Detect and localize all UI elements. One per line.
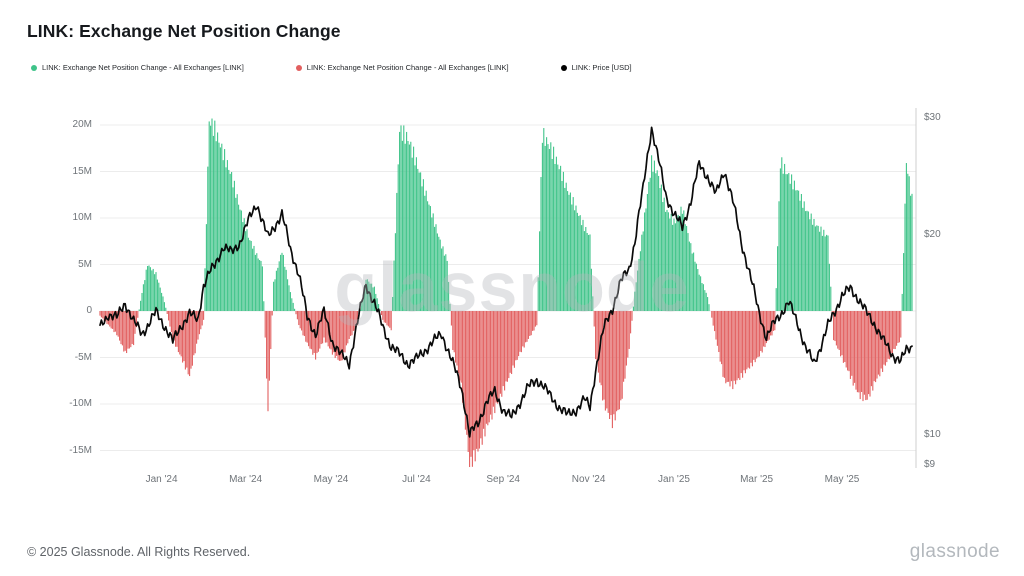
y-axis-left-tick: -15M xyxy=(69,444,92,456)
red-dot-icon xyxy=(295,64,302,71)
copyright-text: © 2025 Glassnode. All Rights Reserved. xyxy=(27,545,251,559)
y-axis-right-tick: $20 xyxy=(924,228,941,240)
x-axis-tick: May '24 xyxy=(313,474,349,485)
y-axis-right-tick: $9 xyxy=(924,459,936,470)
y-axis-left-tick: 20M xyxy=(72,119,92,130)
y-axis-left-tick: 0 xyxy=(86,305,92,316)
x-axis-tick: Mar '25 xyxy=(740,474,774,485)
y-axis-right-tick: $10 xyxy=(924,428,941,440)
x-axis-tick: Jan '25 xyxy=(658,474,690,485)
x-axis-tick: Mar '24 xyxy=(229,474,263,485)
y-axis-left-tick: -10M xyxy=(69,398,92,409)
y-axis-left-tick: 5M xyxy=(78,258,92,270)
legend: LINK: Exchange Net Position Change - All… xyxy=(31,63,632,72)
x-axis-tick: Sep '24 xyxy=(486,474,520,485)
x-axis-tick: Jan '24 xyxy=(145,474,178,485)
legend-label: LINK: Exchange Net Position Change - All… xyxy=(42,63,244,72)
y-axis-right-tick: $30 xyxy=(924,112,941,123)
y-axis-left-tick: -5M xyxy=(74,351,92,363)
green-dot-icon xyxy=(31,64,37,71)
black-dot-icon xyxy=(560,64,567,71)
x-axis-tick: May '25 xyxy=(824,474,860,485)
legend-item-net-position-negative[interactable]: LINK: Exchange Net Position Change - All… xyxy=(295,63,509,72)
glassnode-brand-logo: glassnode xyxy=(909,541,1000,562)
y-axis-left-tick: 10M xyxy=(72,212,92,223)
y-axis-left-tick: 15M xyxy=(72,165,92,177)
x-axis-tick: Jul '24 xyxy=(402,474,431,485)
legend-item-net-position-positive[interactable]: LINK: Exchange Net Position Change - All… xyxy=(31,63,244,72)
page-title: LINK: Exchange Net Position Change xyxy=(27,21,341,41)
legend-label: LINK: Price [USD] xyxy=(571,63,632,72)
x-axis-tick: Nov '24 xyxy=(571,474,606,485)
legend-item-price[interactable]: LINK: Price [USD] xyxy=(560,63,632,72)
legend-label: LINK: Exchange Net Position Change - All… xyxy=(306,63,509,72)
